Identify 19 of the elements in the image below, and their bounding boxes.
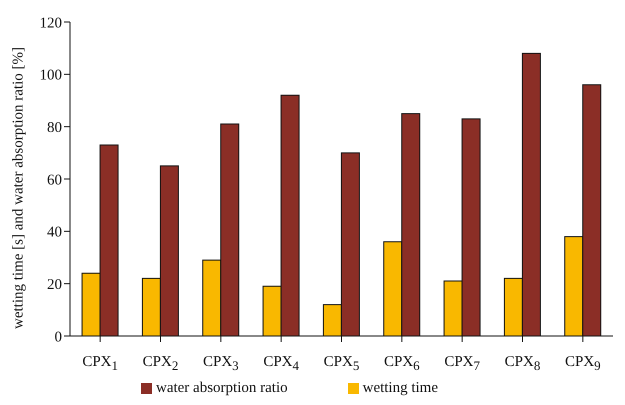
y-tick-label: 120 (40, 15, 62, 32)
x-tick-label: CPX$_{2}$ (142, 354, 178, 373)
x-tick-label: CPX$_{4}$ (263, 354, 300, 373)
y-axis-title: wetting time [s] and water absorption ratio [%] (10, 47, 26, 329)
x-tick-label: CPX$_{1}$ (82, 354, 118, 373)
legend-label: water absorption ratio (156, 380, 288, 396)
legend-label: wetting time (362, 380, 438, 396)
y-tick-label: 0 (54, 329, 62, 346)
x-tick-label: CPX$_{7}$ (444, 354, 481, 373)
x-tick-label: CPX$_{3}$ (202, 354, 239, 373)
x-tick-label: CPX$_{5}$ (324, 354, 360, 373)
y-tick-label: 60 (47, 172, 62, 188)
x-tick-label: CPX$_{8}$ (504, 354, 540, 373)
y-tick-label: 40 (47, 224, 62, 241)
y-tick-label: 20 (47, 276, 62, 293)
y-tick-label: 100 (40, 68, 62, 84)
x-tick-label: CPX$_{6}$ (384, 354, 420, 373)
x-tick-label: CPX$_{9}$ (564, 354, 601, 373)
y-tick-label: 80 (47, 120, 62, 136)
